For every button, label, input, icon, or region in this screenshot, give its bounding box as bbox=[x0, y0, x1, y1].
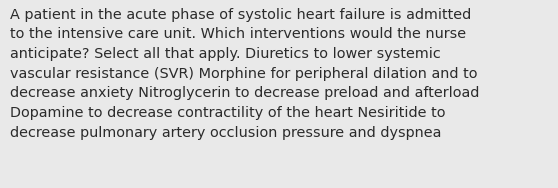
Text: A patient in the acute phase of systolic heart failure is admitted
to the intens: A patient in the acute phase of systolic… bbox=[10, 8, 479, 140]
